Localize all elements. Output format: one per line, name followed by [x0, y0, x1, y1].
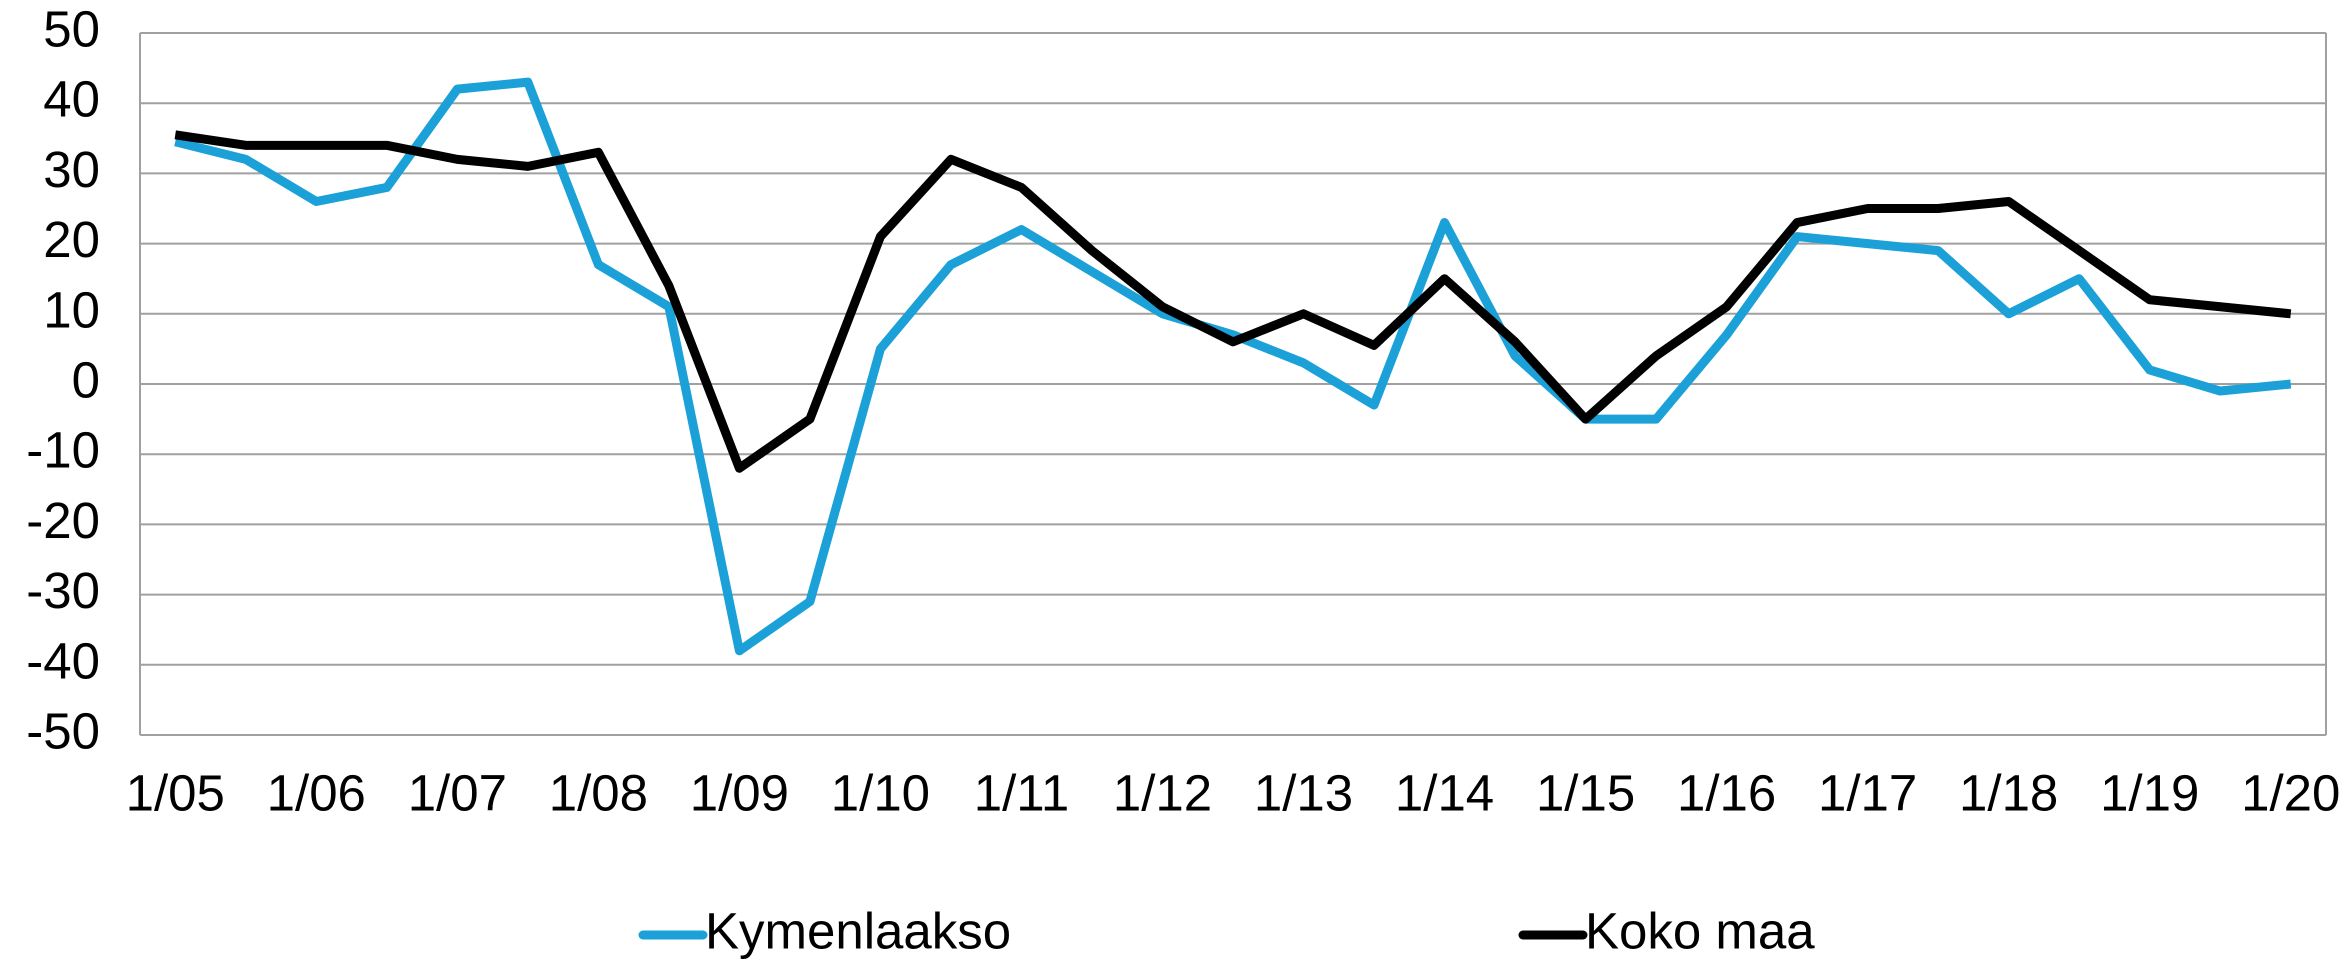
x-tick-label: 1/14: [1395, 764, 1494, 821]
y-tick-label: -30: [26, 562, 100, 619]
x-tick-label: 1/05: [126, 764, 225, 821]
x-tick-label: 1/17: [1818, 764, 1917, 821]
x-tick-label: 1/07: [408, 764, 507, 821]
x-tick-label: 1/16: [1677, 764, 1776, 821]
y-tick-label: 50: [43, 0, 100, 57]
x-tick-label: 1/13: [1254, 764, 1353, 821]
x-tick-label: 1/12: [1113, 764, 1212, 821]
x-tick-label: 1/06: [267, 764, 366, 821]
data-line: [174, 130, 2292, 473]
x-tick-label: 1/10: [831, 764, 930, 821]
y-tick-label: -20: [26, 492, 100, 549]
x-tick-label: 1/15: [1536, 764, 1635, 821]
y-tick-label: 10: [43, 281, 100, 338]
data-line: [174, 77, 2292, 656]
y-tick-label: -40: [26, 632, 100, 689]
y-tick-label: -50: [26, 702, 100, 759]
x-tick-label: 1/11: [974, 764, 1069, 821]
x-tick-label: 1/19: [2100, 764, 2199, 821]
legend-label: Koko maa: [1585, 902, 1815, 959]
x-tick-label: 1/09: [690, 764, 789, 821]
legend-label: Kymenlaakso: [705, 902, 1011, 959]
y-tick-label: 30: [43, 141, 100, 198]
y-tick-label: 0: [72, 351, 100, 408]
x-tick-label: 1/18: [1959, 764, 2058, 821]
y-tick-label: 40: [43, 71, 100, 128]
y-tick-label: 20: [43, 211, 100, 268]
x-tick-label: 1/20: [2241, 764, 2340, 821]
y-tick-label: -10: [26, 422, 100, 479]
x-tick-label: 1/08: [549, 764, 648, 821]
